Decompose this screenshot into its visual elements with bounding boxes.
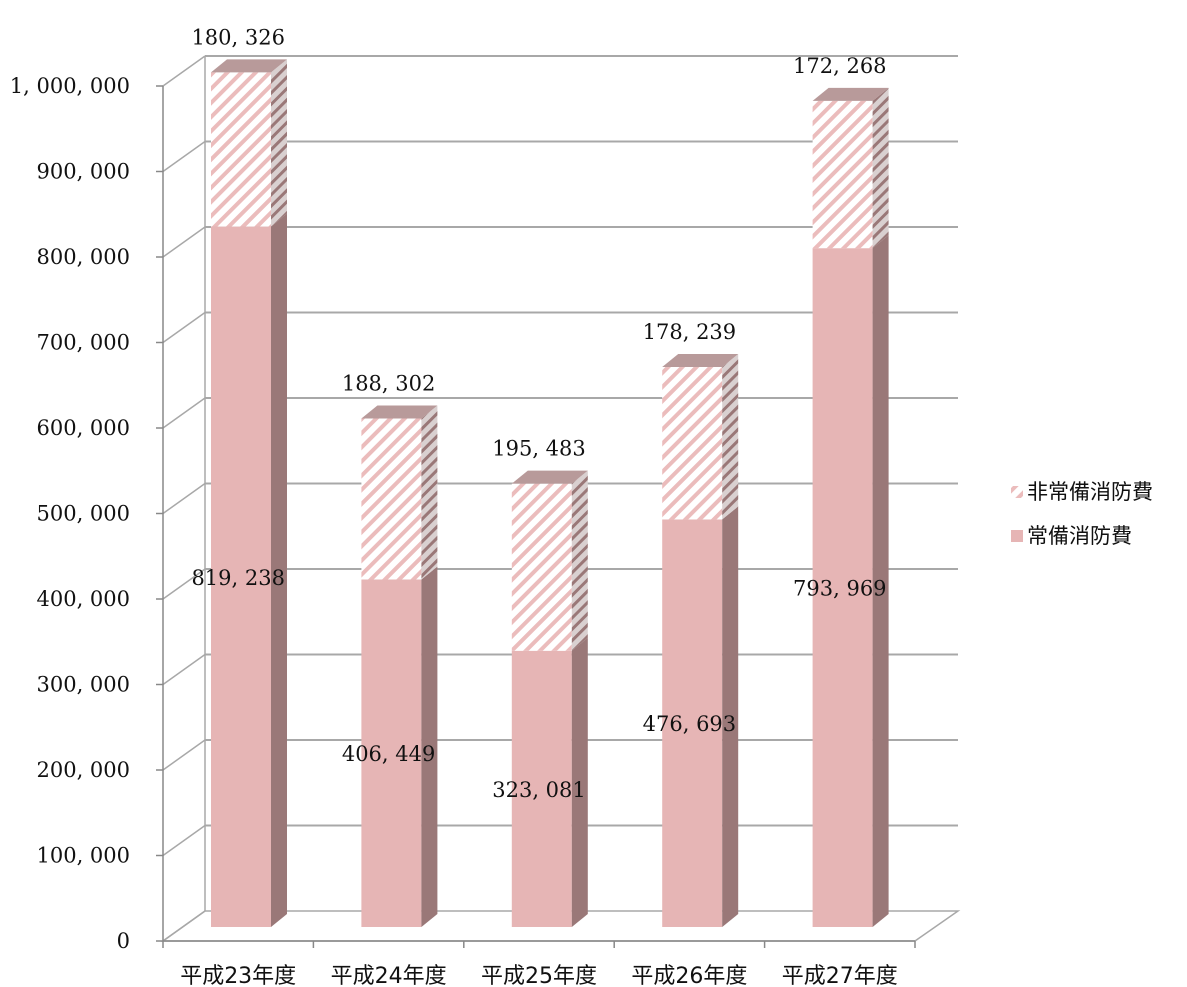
x-category-label: 平成26年度 <box>631 964 747 987</box>
data-label-standing: 819, 238 <box>191 566 285 590</box>
bar-side-standing <box>722 506 739 927</box>
bar-segment-standing <box>662 519 723 927</box>
bar-side-non-standing <box>872 87 889 249</box>
data-label-non-standing: 180, 326 <box>191 25 285 49</box>
wall-gridline <box>162 397 206 429</box>
y-tick-label: 100, 000 <box>36 844 130 868</box>
x-category-label: 平成27年度 <box>782 964 898 987</box>
bar-side-non-standing <box>571 470 588 651</box>
wall-gridline <box>162 910 206 942</box>
y-tick-label: 0 <box>117 929 130 953</box>
wall-gridline <box>162 226 206 258</box>
x-category-label: 平成25年度 <box>481 964 597 987</box>
bar-side-standing <box>421 566 438 927</box>
data-label-non-standing: 188, 302 <box>342 371 436 395</box>
x-category-label: 平成24年度 <box>331 964 447 987</box>
y-tick-label: 500, 000 <box>36 502 130 526</box>
bar-segment-standing <box>511 650 572 927</box>
legend-label-non-standing: 非常備消防費 <box>1027 480 1153 504</box>
bars-layer <box>211 59 889 928</box>
y-tick-label: 1, 000, 000 <box>10 74 130 98</box>
bar-segment-standing <box>361 579 422 927</box>
bar-top-face <box>812 87 889 101</box>
wall-gridline <box>162 311 206 344</box>
bar-side-non-standing <box>421 405 438 580</box>
bar-side-standing <box>271 213 287 927</box>
y-tick-label: 400, 000 <box>36 587 130 611</box>
wall-gridline <box>162 739 206 771</box>
bar-side-standing <box>571 637 588 927</box>
y-tick-label: 600, 000 <box>36 416 130 440</box>
bar-segment-standing <box>812 248 873 928</box>
axis-layer: 0 100, 000 200, 000 300, 000 400, 000 500, 00… <box>10 74 916 953</box>
bar-segment-standing <box>211 226 271 927</box>
bar-segment-non-standing <box>211 72 271 227</box>
y-tick-label: 900, 000 <box>36 160 130 184</box>
bar-top-face <box>361 405 438 419</box>
wall-gridline <box>162 824 206 857</box>
wall-gridline <box>162 653 206 686</box>
x-category-label: 平成23年度 <box>180 964 296 987</box>
wall-gridline <box>162 55 206 87</box>
bar-top-face <box>211 59 287 73</box>
bar-segment-non-standing <box>662 367 723 520</box>
data-label-non-standing: 178, 239 <box>643 320 737 344</box>
y-tick-label: 200, 000 <box>36 758 130 782</box>
data-label-standing: 406, 449 <box>342 742 436 766</box>
data-label-standing: 323, 081 <box>492 778 586 802</box>
legend-swatch-non-standing <box>1011 486 1023 498</box>
bar-segment-non-standing <box>511 483 572 651</box>
data-label-standing: 476, 693 <box>643 712 737 736</box>
bar-segment-non-standing <box>812 100 873 249</box>
labels-layer: 平成23年度 819, 238 180, 326 平成24年度 406, 449 188,… <box>180 25 898 987</box>
data-label-non-standing: 172, 268 <box>793 54 887 78</box>
bar-side-non-standing <box>722 354 739 520</box>
legend-swatch-standing <box>1011 530 1023 542</box>
bar-top-face <box>511 470 588 484</box>
y-tick-label: 800, 000 <box>36 245 130 269</box>
bar-top-face <box>662 354 739 368</box>
bar-side-standing <box>872 235 889 928</box>
wall-gridline <box>162 482 206 515</box>
legend: 非常備消防費 常備消防費 <box>1011 480 1153 548</box>
data-label-non-standing: 195, 483 <box>492 437 586 461</box>
bar-segment-non-standing <box>361 418 422 580</box>
bar-side-non-standing <box>271 59 287 227</box>
y-tick-label: 700, 000 <box>36 331 130 355</box>
wall-gridline <box>162 568 206 600</box>
y-tick-label: 300, 000 <box>36 673 130 697</box>
data-label-standing: 793, 969 <box>793 577 887 601</box>
legend-label-standing: 常備消防費 <box>1027 524 1132 548</box>
wall-gridline <box>162 140 206 173</box>
